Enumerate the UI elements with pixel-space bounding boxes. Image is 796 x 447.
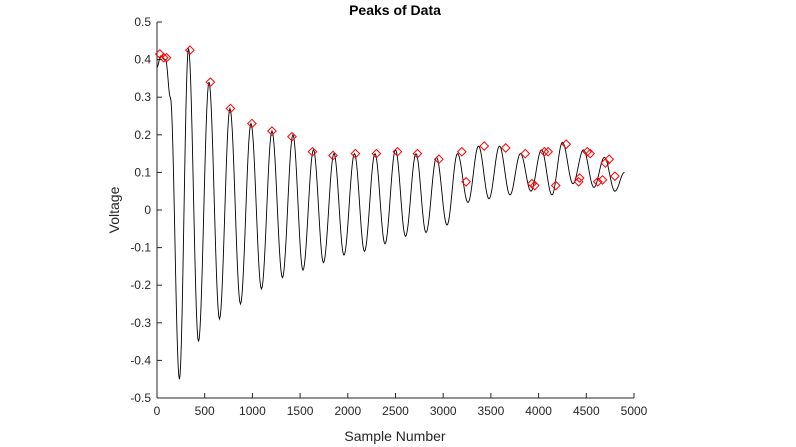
- peak-marker: [328, 150, 338, 161]
- series: [156, 48, 625, 380]
- x-tick-label: 2500: [382, 404, 409, 418]
- peak-marker: [434, 154, 444, 165]
- y-tick-label: 0.5: [134, 15, 151, 29]
- y-tick-label: 0.4: [134, 53, 151, 67]
- signal-line: [156, 48, 625, 380]
- peak-marker: [158, 52, 169, 63]
- peak-marker: [539, 146, 550, 157]
- x-tick-label: 500: [195, 404, 215, 418]
- x-tick-label: 1000: [239, 404, 266, 418]
- x-tick-label: 0: [154, 404, 161, 418]
- peak-marker: [582, 146, 593, 157]
- peak-marker: [527, 178, 537, 189]
- y-tick-label: -0.2: [130, 278, 151, 292]
- peak-marker: [592, 176, 603, 187]
- peak-marker: [543, 146, 554, 157]
- peak-marker: [456, 146, 467, 157]
- y-tick-label: -0.3: [130, 316, 151, 330]
- x-axis-label: Sample Number: [344, 428, 445, 444]
- peak-marker: [529, 180, 540, 191]
- y-tick-label: -0.5: [130, 391, 151, 405]
- peak-marker: [585, 148, 596, 159]
- peak-marker: [550, 180, 561, 191]
- peak-marker: [561, 139, 572, 150]
- peak-marker: [205, 77, 216, 88]
- y-tick-label: 0.1: [134, 165, 151, 179]
- y-tick-label: 0.2: [134, 128, 151, 142]
- peak-marker: [500, 143, 511, 153]
- x-tick-label: 3000: [430, 404, 457, 418]
- peak-marker: [610, 171, 620, 182]
- peak-marker: [600, 158, 611, 168]
- y-axis-label: Voltage: [106, 186, 122, 233]
- peak-marker: [225, 103, 236, 114]
- x-tick-label: 1500: [287, 404, 314, 418]
- peak-marker: [185, 45, 195, 56]
- y-tick-label: 0.3: [134, 90, 151, 104]
- peak-marker: [371, 148, 382, 159]
- peak-marker: [161, 52, 172, 63]
- peak-marker: [392, 146, 403, 157]
- peak-marker: [574, 173, 585, 183]
- peak-marker: [604, 154, 615, 165]
- x-tick-label: 4500: [573, 404, 600, 418]
- peak-marker: [267, 126, 277, 136]
- y-tick-label: -0.4: [130, 353, 151, 367]
- x-tick-label: 5000: [621, 404, 648, 418]
- axes: 0 500 1000 1500 2000 2500 3000 3500 4000 4500 5000…: [130, 15, 647, 418]
- peak-marker: [597, 175, 608, 185]
- peak-marker: [350, 148, 361, 159]
- peak-marker: [287, 131, 297, 142]
- y-tick-label: 0: [144, 203, 151, 217]
- x-tick-label: 3500: [478, 404, 505, 418]
- chart-title: Peaks of Data: [349, 2, 441, 18]
- x-tick-label: 4000: [525, 404, 552, 418]
- peak-marker: [247, 118, 257, 129]
- x-tick-label: 2000: [334, 404, 361, 418]
- peak-marker: [520, 148, 531, 159]
- peak-marker: [479, 141, 490, 151]
- peak-marker: [412, 148, 423, 159]
- peak-marker: [461, 176, 472, 187]
- peak-markers: [154, 45, 620, 191]
- peak-marker: [307, 146, 318, 157]
- y-tick-label: -0.1: [130, 241, 151, 255]
